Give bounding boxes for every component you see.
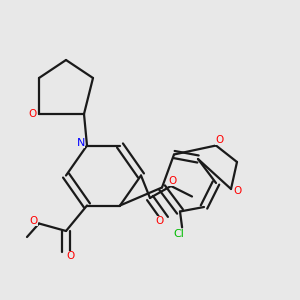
Text: N: N (77, 137, 85, 148)
Text: O: O (155, 216, 163, 226)
Text: Cl: Cl (173, 229, 184, 239)
Text: O: O (29, 215, 38, 226)
Text: O: O (28, 109, 37, 119)
Text: O: O (233, 185, 241, 196)
Text: O: O (168, 176, 177, 186)
Text: O: O (66, 250, 75, 261)
Text: O: O (215, 135, 224, 145)
